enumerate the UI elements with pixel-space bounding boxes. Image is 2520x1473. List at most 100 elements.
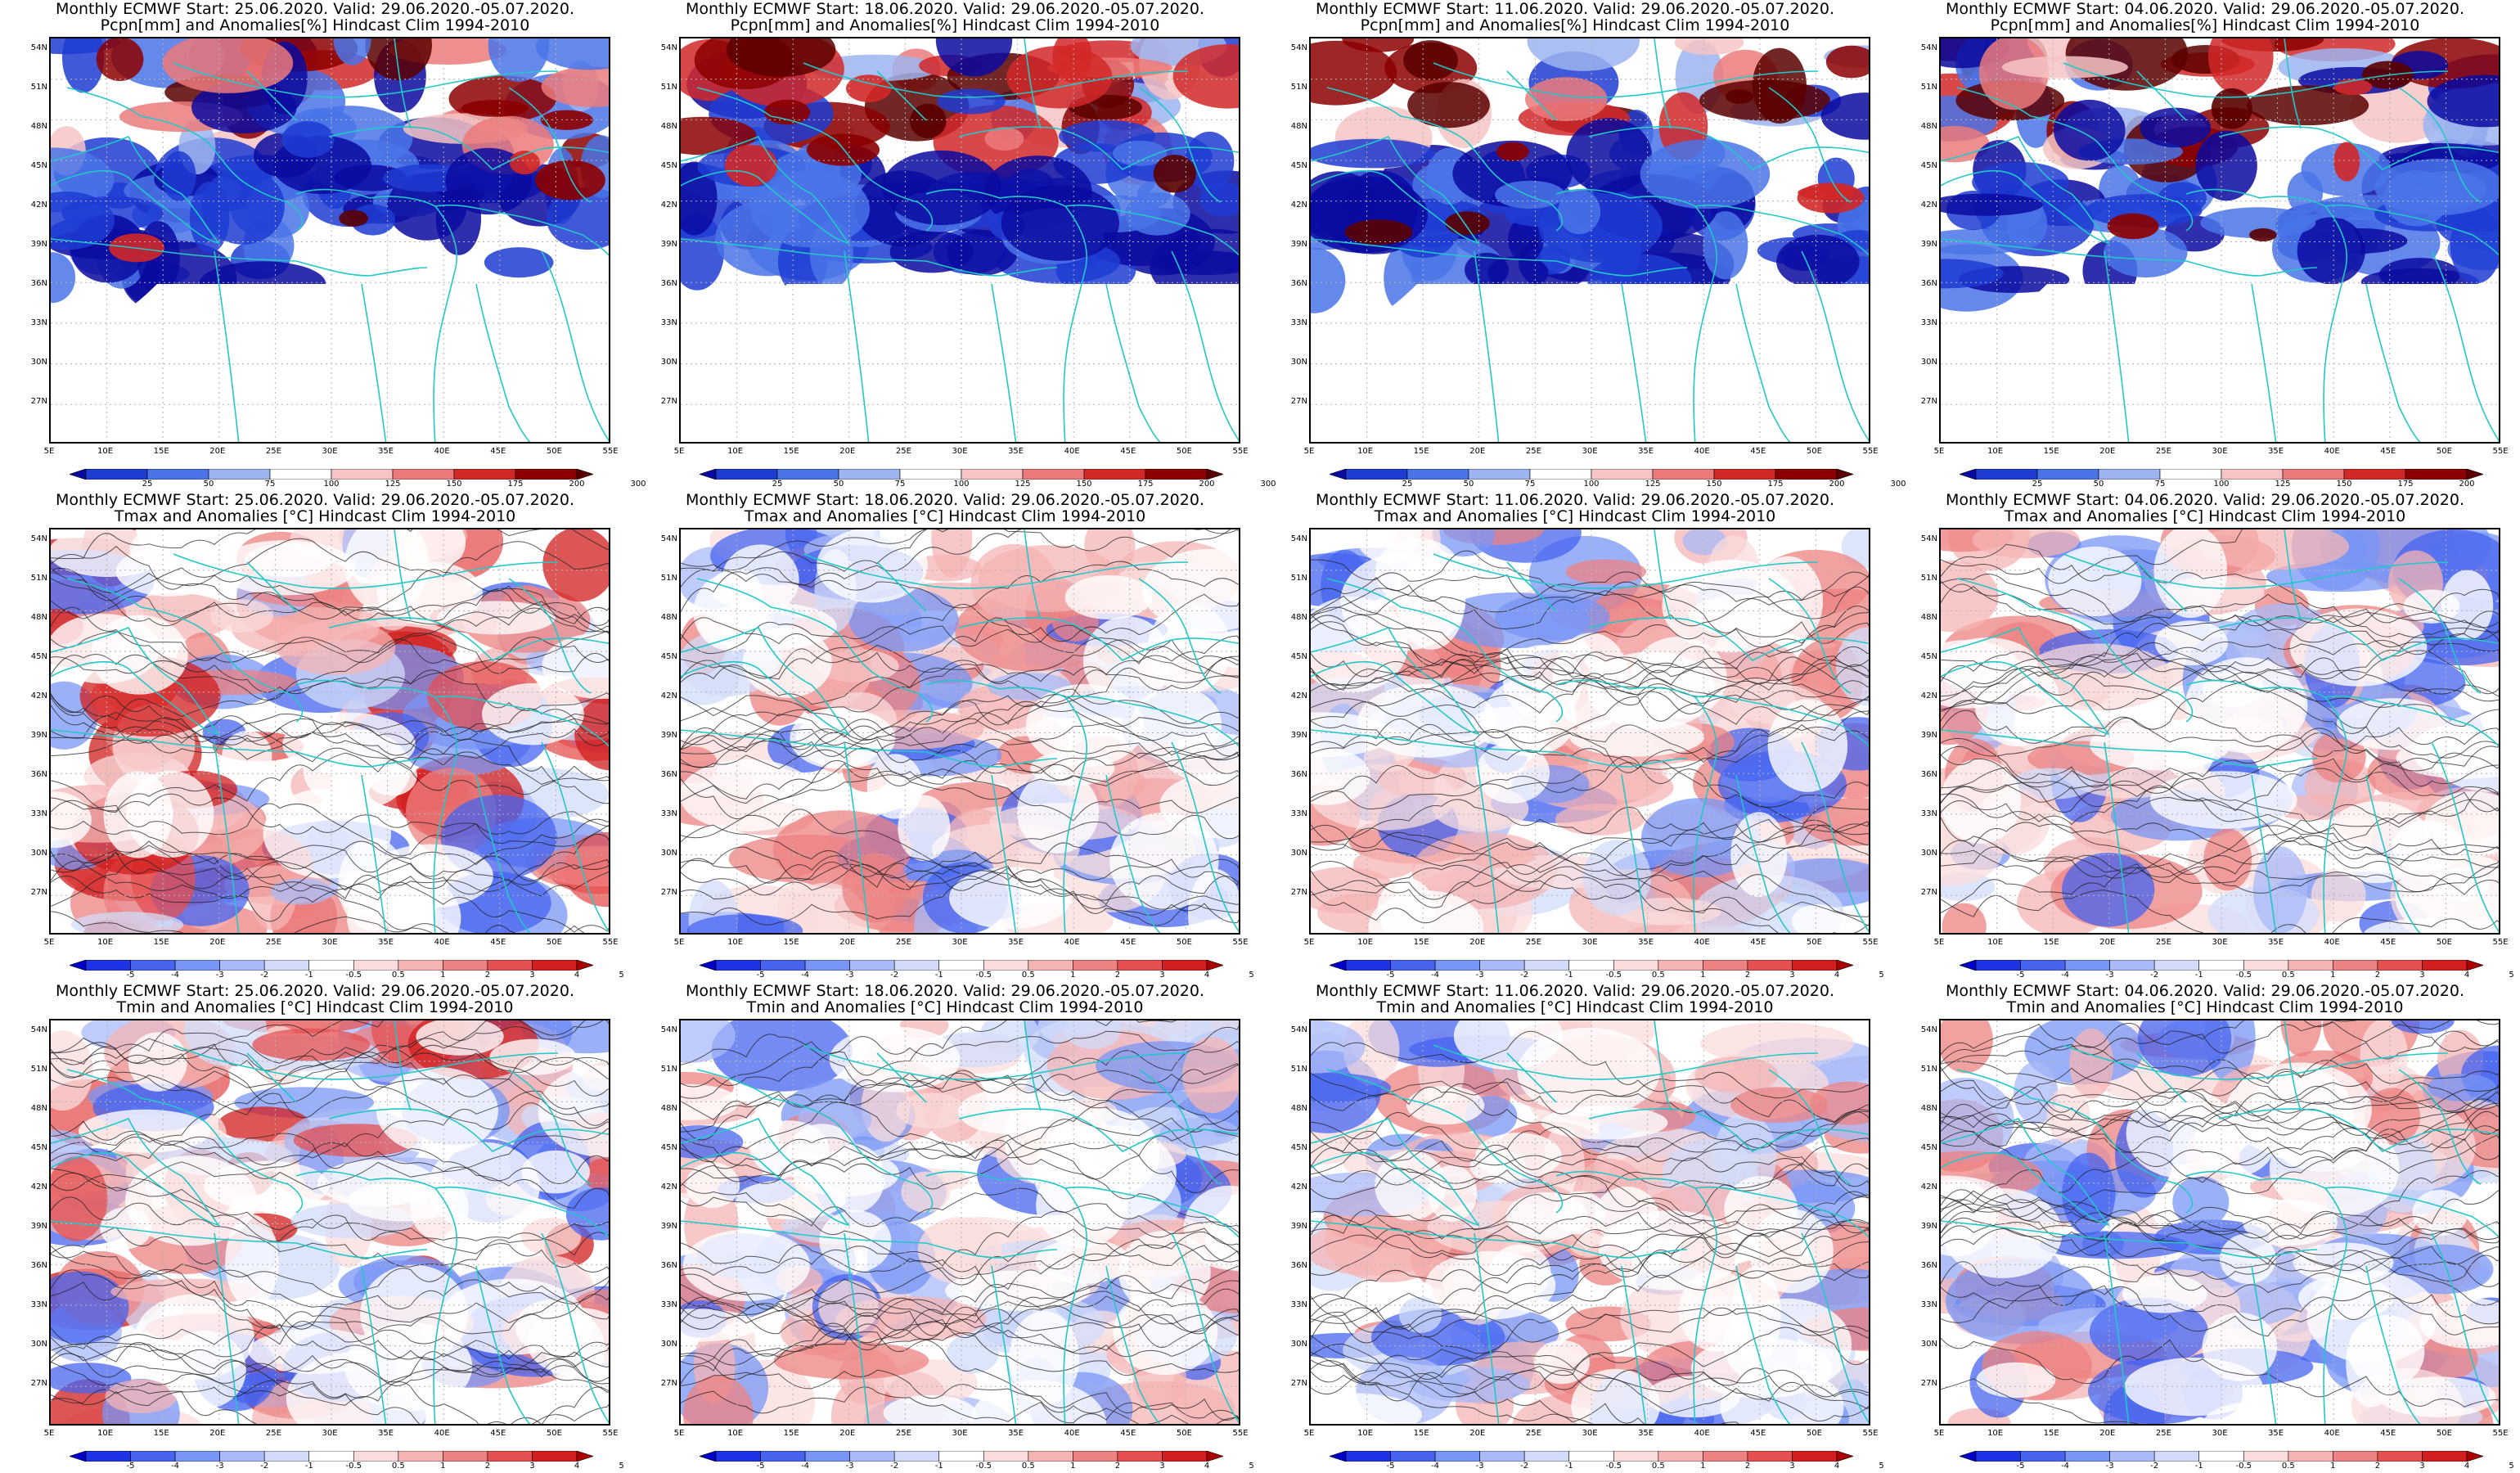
isotherm-contour bbox=[681, 855, 1239, 905]
latitude-label: 48N bbox=[1290, 1104, 1307, 1113]
isotherm-contour bbox=[681, 1284, 1239, 1376]
coastline bbox=[1433, 1044, 1819, 1080]
colorbar-svg bbox=[700, 1451, 1223, 1462]
colorbar-label: -0.5 bbox=[975, 1462, 992, 1471]
coastline bbox=[1801, 1232, 1869, 1424]
isotherm-contour bbox=[1941, 652, 2499, 734]
colorbar-label: 175 bbox=[507, 480, 524, 489]
coastline bbox=[433, 1187, 458, 1424]
longitude-label: 40E bbox=[2324, 447, 2340, 456]
coastline bbox=[1621, 283, 1647, 442]
neutral-patch bbox=[100, 1207, 152, 1250]
latitude-label: 42N bbox=[660, 200, 677, 209]
colorbar-label: 25 bbox=[2032, 480, 2043, 489]
colorbar-label: 4 bbox=[574, 1462, 580, 1471]
isotherm-contour bbox=[51, 1269, 609, 1331]
coastline bbox=[1693, 696, 1718, 933]
latitude-label: 45N bbox=[1920, 652, 1937, 661]
colorbar-over-arrow bbox=[1206, 469, 1223, 480]
longitude-label: 5E bbox=[43, 447, 55, 456]
latitude-label: 48N bbox=[1920, 122, 1937, 131]
latitude-label: 36N bbox=[1920, 770, 1937, 779]
longitude-label: 35E bbox=[2268, 447, 2284, 456]
latitude-label: 30N bbox=[660, 849, 677, 858]
longitude-label: 15E bbox=[153, 1429, 169, 1438]
isotherm-contour bbox=[51, 818, 609, 922]
longitude-label: 10E bbox=[727, 938, 744, 947]
neutral-patch bbox=[2346, 1319, 2396, 1408]
anomaly-patch bbox=[846, 74, 892, 102]
longitude-label: 50E bbox=[1176, 1429, 1192, 1438]
colorbar-svg bbox=[1960, 1451, 2483, 1462]
panel-header: Monthly ECMWF Start: 18.06.2020. Valid: … bbox=[686, 0, 1204, 18]
isotherm-contour bbox=[51, 1268, 609, 1330]
anomaly-patch bbox=[1941, 259, 2004, 289]
colorbar-swatch bbox=[2377, 960, 2423, 971]
colorbar-label: 150 bbox=[1706, 480, 1722, 489]
coastline bbox=[1024, 529, 1042, 620]
colorbar-label: 5 bbox=[2509, 1462, 2514, 1471]
longitude-label: 20E bbox=[209, 447, 226, 456]
neutral-patch bbox=[1368, 890, 1484, 933]
neutral-patch bbox=[949, 867, 1072, 930]
coastline bbox=[1326, 578, 1402, 608]
neutral-patch bbox=[225, 1214, 279, 1309]
latitude-label: 27N bbox=[1920, 888, 1937, 897]
anomaly-patch bbox=[2200, 207, 2316, 239]
coastline bbox=[2030, 1097, 2194, 1214]
anomaly-patch bbox=[2001, 56, 2128, 79]
map-field-svg bbox=[1941, 529, 2499, 933]
isotherm-contour bbox=[681, 688, 1239, 741]
colorbar-swatch bbox=[961, 469, 1024, 480]
longitude-label: 55E bbox=[1862, 1429, 1879, 1438]
anomaly-patch bbox=[1527, 38, 1640, 71]
latitude-label: 27N bbox=[30, 1379, 47, 1388]
colorbar-swatch bbox=[1345, 469, 1408, 480]
isotherm-contour bbox=[1311, 799, 1869, 844]
latitude-label: 30N bbox=[660, 1340, 677, 1349]
coastline bbox=[433, 696, 458, 933]
colorbar-label: -0.5 bbox=[345, 971, 362, 980]
latitude-label: 54N bbox=[660, 1025, 677, 1034]
latitude-label: 39N bbox=[660, 240, 677, 249]
colorbar-swatch bbox=[1434, 960, 1480, 971]
neutral-patch bbox=[360, 1264, 469, 1363]
isotherm-contour bbox=[51, 1124, 609, 1190]
latitude-label: 33N bbox=[1290, 1300, 1307, 1309]
coastline bbox=[173, 62, 559, 98]
colorbar-swatch bbox=[443, 960, 488, 971]
isotherm-contour bbox=[1941, 784, 2499, 834]
coastline bbox=[1768, 1069, 1852, 1185]
isotherm-contour bbox=[1941, 768, 2499, 868]
colorbar-label: -3 bbox=[2105, 971, 2114, 980]
latitude-label: 45N bbox=[660, 652, 677, 661]
colorbar-label: 3 bbox=[1159, 971, 1165, 980]
colorbar-swatch bbox=[1162, 960, 1208, 971]
map-field-svg bbox=[681, 529, 1239, 933]
coastline bbox=[2063, 62, 2449, 98]
latitude-label: 39N bbox=[30, 731, 47, 740]
longitude-label: 20E bbox=[839, 938, 856, 947]
neutral-patch bbox=[736, 1179, 847, 1220]
longitude-label: 25E bbox=[265, 447, 281, 456]
colorbar bbox=[70, 469, 593, 480]
coastline bbox=[2063, 553, 2449, 589]
longitude-label: 10E bbox=[727, 1429, 744, 1438]
coastline bbox=[803, 1044, 1189, 1080]
anomaly-patch bbox=[1978, 38, 2049, 110]
longitude-label: 20E bbox=[1469, 447, 1486, 456]
coastline bbox=[1555, 188, 1869, 256]
coastline bbox=[1654, 1020, 1672, 1111]
colorbar-swatch bbox=[2343, 469, 2406, 480]
coastline bbox=[925, 679, 1239, 747]
colorbar-label: 1 bbox=[440, 1462, 446, 1471]
map-plot bbox=[679, 1019, 1240, 1426]
isotherm-contour bbox=[1311, 595, 1869, 655]
colorbar-swatch bbox=[2036, 469, 2099, 480]
neutral-patch bbox=[2154, 620, 2228, 665]
colorbar-label: 200 bbox=[1199, 480, 1215, 489]
colorbar-label: 0.5 bbox=[1651, 971, 1665, 980]
anomaly-patch bbox=[1730, 1087, 1828, 1123]
neutral-patch bbox=[681, 1083, 740, 1120]
isotherm-contour bbox=[1311, 709, 1869, 764]
